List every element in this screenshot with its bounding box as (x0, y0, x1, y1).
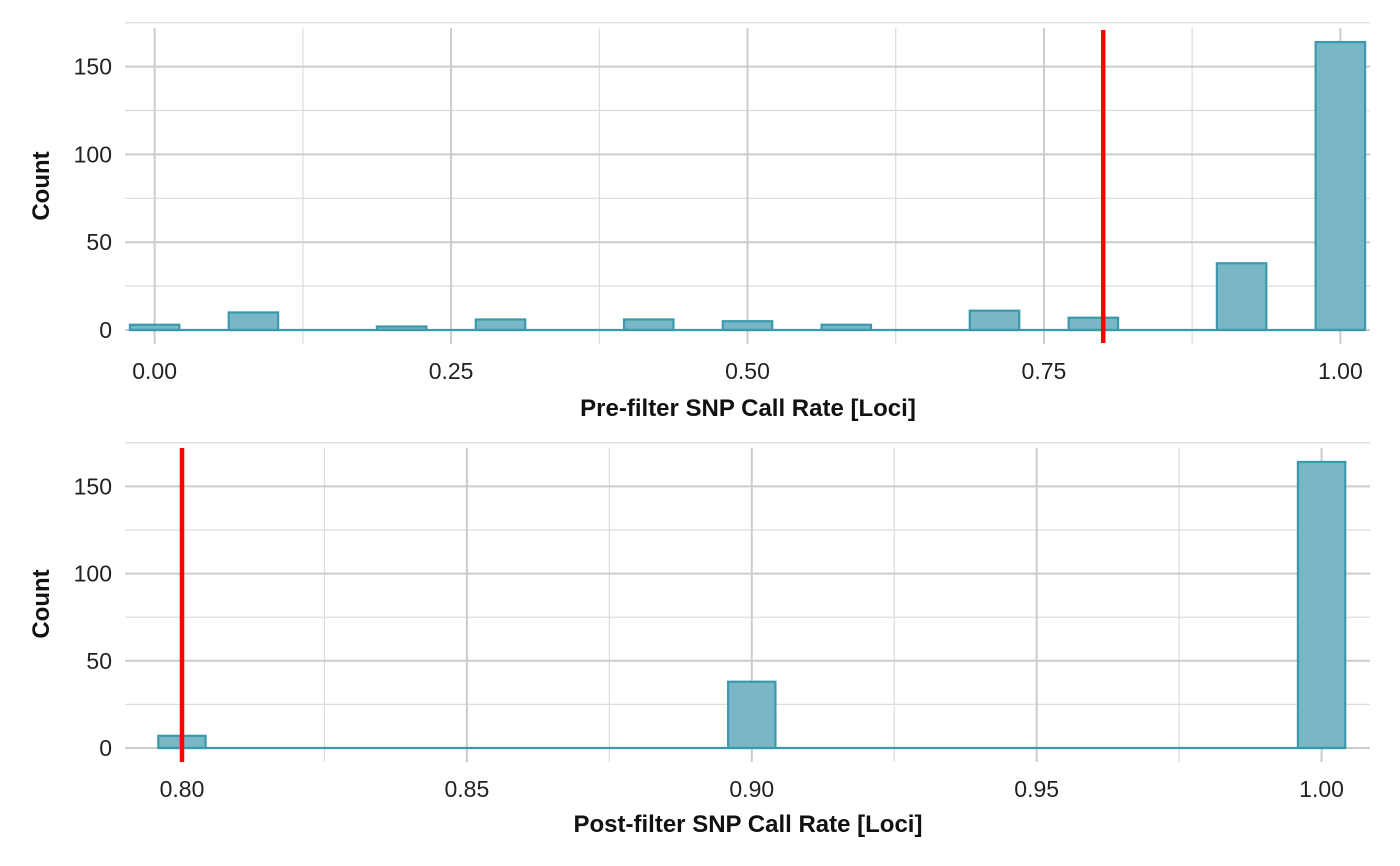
x-tick-label: 0.50 (725, 358, 770, 384)
histogram-bar (1296, 460, 1347, 750)
y-tick-labels: 0 50 100 150 (74, 473, 112, 761)
y-tick-label: 0 (99, 317, 112, 343)
y-tick-label: 150 (74, 54, 112, 80)
x-tick-label: 0.75 (1022, 358, 1067, 384)
histogram-bar (968, 309, 1021, 332)
y-tick-label: 100 (74, 561, 112, 587)
x-tick-label: 0.95 (1014, 776, 1059, 802)
x-tick-labels: 0.00 0.25 0.50 0.75 1.00 (132, 358, 1362, 384)
histogram-bar (721, 320, 774, 332)
x-axis-title: Pre-filter SNP Call Rate [Loci] (580, 395, 916, 422)
x-tick-label: 0.80 (160, 776, 205, 802)
histogram-bar (1314, 40, 1367, 332)
bars (157, 460, 1347, 750)
y-tick-label: 0 (99, 735, 112, 761)
x-tick-label: 0.90 (729, 776, 774, 802)
y-tick-labels: 0 50 100 150 (74, 54, 112, 343)
x-tick-label: 0.85 (444, 776, 489, 802)
y-tick-label: 50 (86, 229, 112, 255)
histogram-bar (474, 318, 527, 332)
y-tick-label: 100 (74, 141, 112, 167)
histogram-bar (1067, 316, 1120, 332)
x-axis-title: Post-filter SNP Call Rate [Loci] (574, 811, 923, 838)
y-tick-label: 50 (86, 648, 112, 674)
x-tick-label: 0.00 (132, 358, 177, 384)
y-tick-label: 150 (74, 473, 112, 499)
histogram-bar (622, 318, 675, 332)
x-tick-label: 0.25 (429, 358, 474, 384)
histogram-pre-filter: 0.00 0.25 0.50 0.75 1.00 0 50 100 150 Pre-filte… (28, 22, 1370, 422)
grid (125, 22, 1370, 344)
x-tick-label: 1.00 (1318, 358, 1363, 384)
histogram-bar (227, 311, 280, 332)
y-axis-title: Count (28, 569, 55, 638)
y-axis-title: Count (28, 151, 55, 220)
histogram-bar (1215, 262, 1268, 332)
x-tick-labels: 0.80 0.85 0.90 0.95 1.00 (160, 776, 1344, 802)
histogram-bar (727, 680, 777, 750)
x-tick-label: 1.00 (1299, 776, 1344, 802)
histogram-post-filter: 0.80 0.85 0.90 0.95 1.00 0 50 100 150 Post-filt… (28, 442, 1370, 838)
bars (128, 40, 1367, 332)
